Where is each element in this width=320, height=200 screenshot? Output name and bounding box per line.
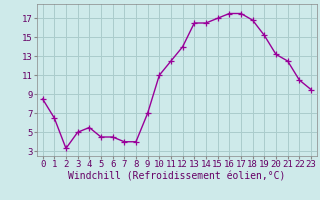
X-axis label: Windchill (Refroidissement éolien,°C): Windchill (Refroidissement éolien,°C) [68,172,285,182]
